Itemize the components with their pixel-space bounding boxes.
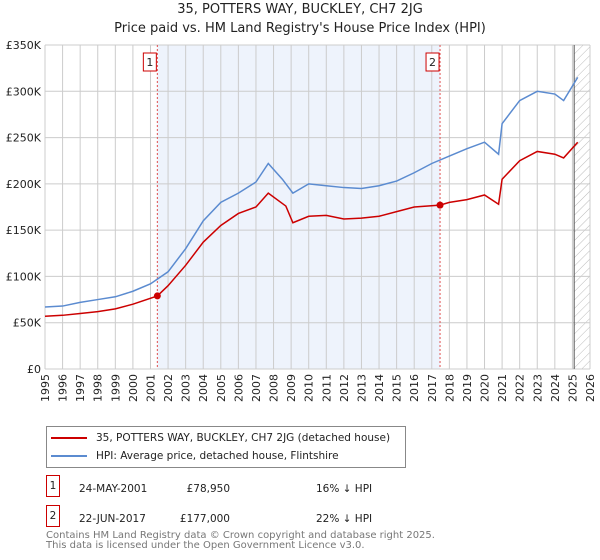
sale-label: 2 — [429, 56, 436, 69]
x-tick-label: 1997 — [74, 374, 87, 402]
sale-point — [436, 201, 444, 209]
x-tick-label: 2020 — [479, 374, 492, 402]
x-tick-label: 2024 — [549, 374, 562, 402]
x-tick-label: 1998 — [92, 374, 105, 402]
x-tick-label: 2003 — [180, 374, 193, 402]
x-tick-label: 2006 — [232, 374, 245, 402]
sale-badge: 1 — [46, 475, 60, 497]
x-tick-label: 2001 — [144, 374, 157, 402]
sale-point — [153, 292, 161, 300]
chart-title: 35, POTTERS WAY, BUCKLEY, CH7 2JG — [177, 2, 423, 17]
x-tick-label: 2016 — [408, 374, 421, 402]
footer: Contains HM Land Registry data © Crown c… — [46, 531, 435, 551]
sale-price: £78,950 — [186, 483, 230, 495]
sale-delta: 22% ↓ HPI — [316, 513, 373, 525]
sale-badge: 2 — [46, 505, 60, 527]
legend-swatch-hpi — [51, 455, 87, 457]
footer-line: Contains HM Land Registry data © Crown c… — [46, 530, 435, 541]
x-tick-label: 2026 — [584, 374, 597, 402]
price-chart: 1995 1996 1997 1998 1999 2000 2001 2002 2003 2004… — [6, 39, 597, 402]
y-tick-label: £250K — [6, 132, 42, 145]
x-tick-label: 1999 — [109, 374, 122, 402]
x-tick-label: 2011 — [320, 374, 333, 402]
y-tick-label: £300K — [6, 85, 42, 98]
x-tick-label: 2019 — [461, 374, 474, 402]
y-tick-label: £350K — [6, 39, 42, 52]
sale-period-shading — [157, 45, 441, 369]
y-tick-label: £100K — [6, 270, 42, 283]
x-tick-label: 2000 — [127, 374, 140, 402]
legend-hpi: HPI: Average price, detached house, Flin… — [96, 450, 339, 462]
x-tick-label: 2012 — [338, 374, 351, 402]
x-tick-label: 2005 — [215, 374, 228, 402]
y-tick-label: £150K — [6, 224, 42, 237]
y-tick-label: £0 — [27, 363, 41, 376]
hpi-line — [44, 77, 579, 308]
x-tick-label: 2004 — [197, 374, 210, 402]
legend-property: 35, POTTERS WAY, BUCKLEY, CH7 2JG (detac… — [96, 432, 391, 444]
sale-row: 1 24-MAY-2001 £78,950 16% ↓ HPI — [46, 475, 446, 499]
legend-swatch-property — [51, 437, 87, 439]
x-tick-label: 2010 — [303, 374, 316, 402]
sale-price: £177,000 — [179, 513, 230, 525]
footer-line: This data is licensed under the Open Gov… — [46, 540, 365, 551]
chart-subtitle: Price paid vs. HM Land Registry's House … — [114, 21, 486, 36]
x-tick-label: 2025 — [566, 374, 579, 402]
legend: 35, POTTERS WAY, BUCKLEY, CH7 2JG (detac… — [46, 426, 406, 468]
x-tick-label: 2023 — [531, 374, 544, 402]
x-tick-label: 2018 — [443, 374, 456, 402]
sale-label-box — [142, 52, 157, 72]
sale-date: 22-JUN-2017 — [79, 513, 146, 525]
x-tick-label: 2022 — [514, 374, 527, 402]
x-tick-label: 2017 — [426, 374, 439, 402]
sale-label: 1 — [146, 56, 153, 69]
x-tick-label: 2007 — [250, 374, 263, 402]
x-tick-label: 2002 — [162, 374, 175, 402]
y-tick-label: £50K — [13, 317, 42, 330]
sale-label-box — [425, 52, 440, 72]
sale-row: 2 22-JUN-2017 £177,000 22% ↓ HPI — [46, 505, 446, 529]
forecast-hatch — [574, 45, 590, 369]
x-tick-label: 2009 — [285, 374, 298, 402]
sale-delta: 16% ↓ HPI — [316, 483, 373, 495]
x-tick-label: 2013 — [355, 374, 368, 402]
sale-date: 24-MAY-2001 — [79, 483, 148, 495]
property-price-line — [44, 141, 579, 317]
x-tick-label: 2008 — [268, 374, 281, 402]
x-tick-label: 2021 — [496, 374, 509, 402]
y-tick-label: £200K — [6, 178, 42, 191]
x-tick-label: 2015 — [391, 374, 404, 402]
x-tick-label: 1995 — [39, 374, 52, 402]
x-tick-label: 2014 — [373, 374, 386, 402]
x-tick-label: 1996 — [57, 374, 70, 402]
